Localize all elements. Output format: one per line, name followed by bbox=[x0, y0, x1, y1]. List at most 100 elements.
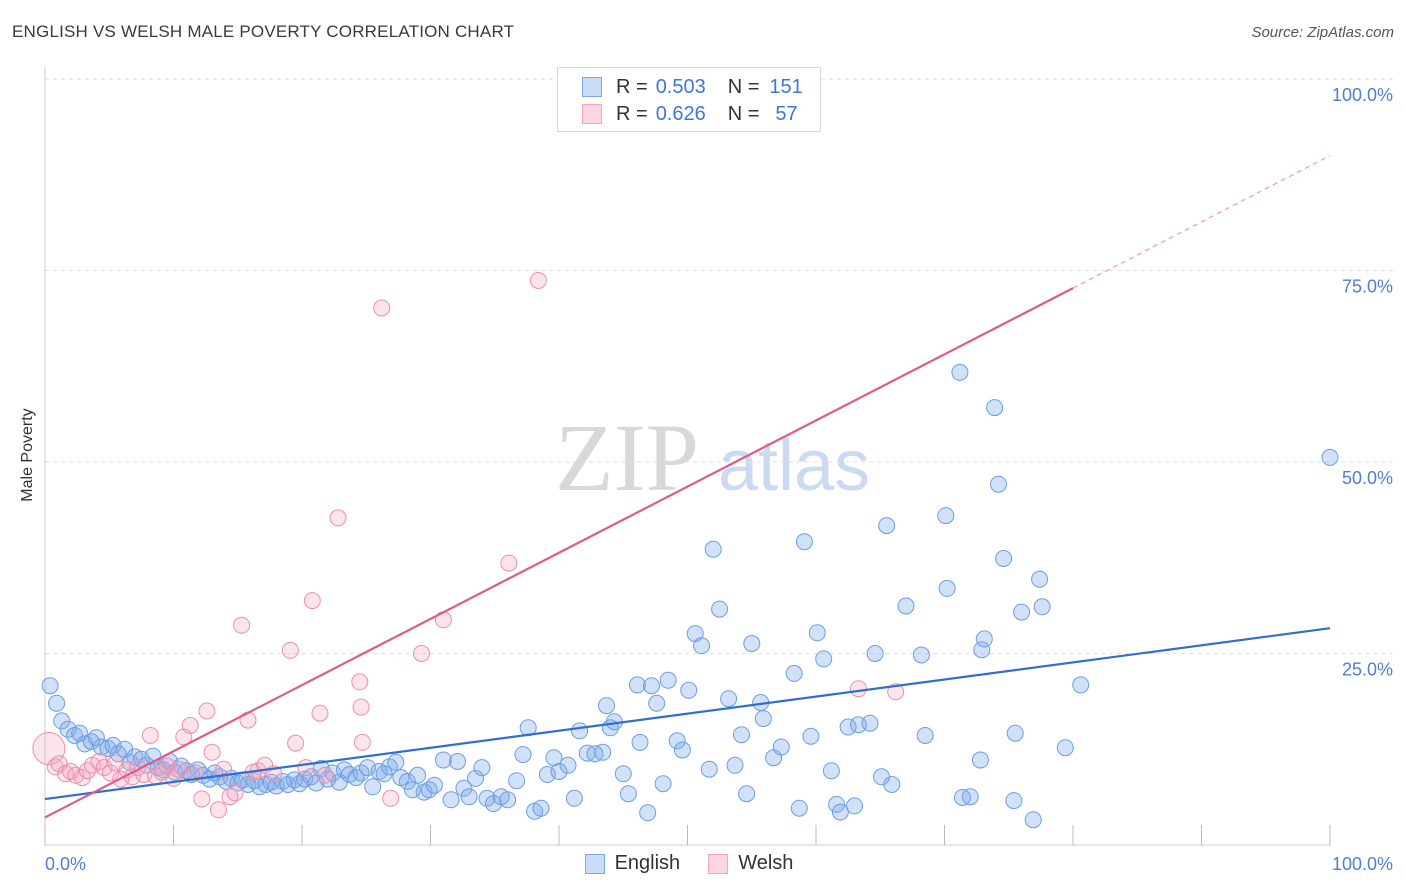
english-point bbox=[795, 533, 813, 551]
chart-title: ENGLISH VS WELSH MALE POVERTY CORRELATIO… bbox=[12, 22, 515, 41]
legend-swatch-welsh bbox=[582, 104, 602, 124]
english-point bbox=[425, 776, 443, 794]
english-point bbox=[972, 751, 989, 769]
welsh-point bbox=[413, 645, 430, 662]
english-point bbox=[883, 776, 901, 793]
welsh-point bbox=[352, 698, 370, 716]
welsh-point bbox=[181, 717, 199, 734]
series-legend: English Welsh bbox=[0, 852, 1406, 875]
english-point bbox=[743, 635, 761, 652]
legend-swatch-english bbox=[582, 77, 602, 97]
english-point bbox=[467, 769, 484, 787]
english-point bbox=[514, 746, 532, 764]
english-point bbox=[990, 475, 1007, 493]
welsh-point bbox=[239, 711, 257, 729]
legend-row-welsh: R = 0.626 N = 57 bbox=[582, 101, 798, 127]
legend-item-welsh: Welsh bbox=[708, 852, 793, 875]
english-point bbox=[639, 804, 657, 822]
english-point bbox=[822, 762, 840, 780]
english-point bbox=[409, 766, 427, 784]
welsh-point bbox=[203, 743, 221, 761]
welsh-point bbox=[210, 801, 227, 819]
english-point bbox=[1006, 724, 1024, 742]
watermark: ZIP atlas bbox=[555, 404, 870, 511]
english-point bbox=[550, 763, 568, 780]
english-point bbox=[995, 550, 1013, 567]
english-point bbox=[1072, 676, 1090, 694]
welsh-point bbox=[303, 592, 321, 610]
welsh-point bbox=[311, 704, 329, 722]
english-point bbox=[700, 760, 718, 778]
welsh-point bbox=[887, 683, 905, 701]
english-point bbox=[559, 756, 577, 774]
english-point bbox=[916, 727, 934, 744]
english-point bbox=[693, 637, 711, 655]
english-point bbox=[565, 789, 583, 807]
welsh-trend-extension bbox=[1072, 154, 1331, 289]
english-point bbox=[1005, 792, 1023, 810]
english-point bbox=[455, 779, 473, 797]
english-point bbox=[508, 772, 526, 790]
chart-source: Source: ZipAtlas.com bbox=[1251, 24, 1394, 41]
english-point bbox=[398, 772, 416, 790]
english-point bbox=[473, 759, 491, 777]
english-point bbox=[99, 740, 117, 757]
legend-label-english: English bbox=[614, 852, 681, 874]
english-point bbox=[449, 753, 466, 770]
english-point bbox=[790, 799, 808, 817]
english-point bbox=[866, 645, 884, 662]
welsh-point bbox=[373, 299, 391, 317]
y-tick-label: 100.0% bbox=[1332, 85, 1393, 105]
english-point bbox=[598, 697, 615, 715]
welsh-point bbox=[529, 272, 547, 289]
english-point bbox=[619, 785, 637, 803]
english-point bbox=[897, 597, 915, 615]
watermark-zip: ZIP bbox=[555, 404, 699, 511]
english-point bbox=[631, 733, 649, 751]
english-point bbox=[1031, 570, 1049, 588]
english-point bbox=[499, 791, 517, 809]
english-trend-line bbox=[44, 627, 1331, 801]
english-point bbox=[614, 765, 632, 783]
english-point bbox=[1321, 448, 1339, 466]
welsh-point bbox=[170, 760, 188, 778]
welsh-point bbox=[281, 641, 299, 659]
english-point bbox=[628, 676, 646, 694]
english-point bbox=[41, 677, 59, 695]
welsh-point bbox=[215, 760, 233, 778]
legend-n-label: N = bbox=[727, 102, 760, 125]
legend-row-english: R = 0.503 N = 151 bbox=[582, 74, 803, 100]
english-point bbox=[594, 743, 612, 761]
english-point bbox=[364, 778, 382, 796]
welsh-point bbox=[351, 673, 369, 691]
english-point bbox=[839, 718, 857, 736]
english-point bbox=[643, 677, 660, 695]
gridlines bbox=[45, 78, 1395, 654]
tick-labels: 100.0% 75.0% 50.0% 25.0% 0.0% 100.0% bbox=[45, 85, 1393, 874]
english-point bbox=[659, 671, 677, 689]
welsh-point bbox=[287, 734, 305, 752]
welsh-point bbox=[186, 764, 204, 782]
english-point bbox=[387, 753, 405, 771]
english-point bbox=[680, 681, 698, 699]
english-point bbox=[1024, 811, 1042, 829]
legend-n-value: 57 bbox=[775, 102, 798, 125]
english-point bbox=[434, 751, 452, 769]
english-point bbox=[828, 795, 846, 813]
english-point bbox=[571, 722, 589, 740]
english-point bbox=[973, 641, 991, 659]
english-point bbox=[711, 600, 729, 618]
english-point bbox=[961, 788, 979, 806]
welsh-trend-line bbox=[44, 287, 1074, 819]
english-point bbox=[87, 729, 105, 747]
legend-r-value: 0.626 bbox=[655, 102, 706, 125]
welsh-point bbox=[382, 789, 400, 807]
english-point bbox=[951, 363, 969, 381]
welsh-point bbox=[102, 764, 119, 782]
watermark-atlas: atlas bbox=[718, 426, 870, 506]
english-point bbox=[831, 803, 849, 821]
y-tick-label: 75.0% bbox=[1342, 277, 1393, 297]
english-point bbox=[937, 507, 955, 525]
welsh-point bbox=[849, 680, 867, 698]
